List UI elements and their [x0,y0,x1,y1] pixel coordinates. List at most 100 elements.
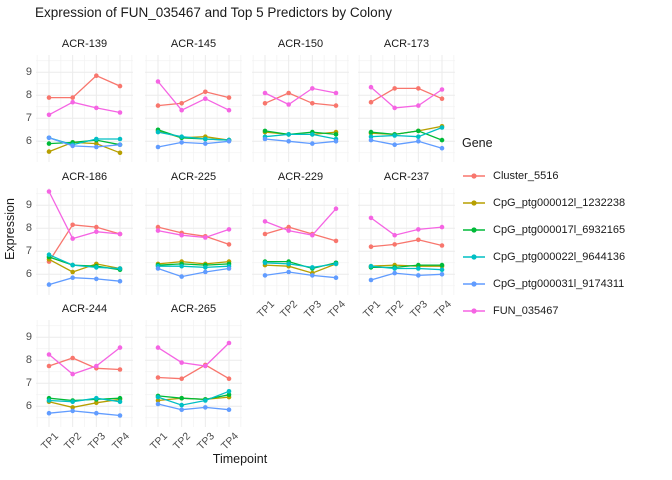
legend-key-icon [463,280,485,287]
y-tick-label: 9 [25,198,32,211]
data-point [155,345,161,350]
data-point [262,128,268,134]
data-point [179,107,184,113]
data-point [155,375,161,380]
data-point [94,363,99,369]
data-point [368,215,374,221]
data-point [179,360,184,365]
facet-strip-label: ACR-173 [383,38,430,50]
legend-key-icon [463,253,485,260]
data-point [94,229,99,234]
x-tick-label: TP4 [218,430,241,453]
data-point [286,90,291,96]
data-point [117,266,123,271]
data-point [439,262,445,268]
x-tick-label: TP2 [384,298,407,321]
facet-strip-label: ACR-186 [61,171,108,183]
legend-key-icon [463,226,485,233]
data-point [203,405,208,410]
data-point [416,103,421,108]
series-line [157,342,230,367]
data-point [439,96,445,101]
data-point [416,134,421,139]
series-line [49,74,121,99]
data-point [203,269,208,275]
y-tick-label: 9 [25,330,32,343]
series-line [370,139,443,149]
data-point [179,274,184,279]
series-line [370,86,443,109]
series-line [157,394,230,401]
series-line [157,267,230,278]
data-point [310,132,315,137]
series-line [157,260,230,265]
legend-entry: CpG_ptg000017l_6932165 [462,216,670,243]
data-point [262,219,268,224]
facet-panel [252,188,349,295]
data-point [262,260,268,266]
x-tick-label: TP1 [360,298,383,321]
series-line [157,263,230,266]
data-point [46,95,52,100]
data-point [226,407,232,412]
data-point [226,139,232,144]
series-line [157,228,230,239]
series-line [157,226,230,246]
data-point [70,355,75,361]
data-point [179,407,184,412]
data-point [439,272,445,277]
data-point [392,266,397,271]
data-point [117,110,123,115]
data-point [439,125,445,130]
data-point [416,262,421,268]
data-point [392,133,397,138]
data-point [439,145,445,151]
data-point [368,129,374,135]
data-point [155,144,161,150]
data-point [179,395,184,401]
x-axis-title: Timepoint [212,452,268,466]
data-point [368,99,374,105]
data-point [117,83,123,89]
facet-panel [358,55,455,162]
data-point [155,401,161,407]
data-point [286,224,291,230]
data-point [70,269,75,275]
data-point [286,269,291,275]
data-point [46,189,52,194]
series-line [48,277,121,286]
legend-title: Gene [462,136,493,150]
data-point [155,266,161,271]
data-point [46,398,52,403]
series-line [264,262,337,269]
y-tick-label: 7 [25,111,32,124]
data-point [46,135,52,141]
series-line [48,224,121,262]
series-line [48,347,121,375]
data-point [117,367,123,372]
x-tick-label: TP3 [302,298,325,321]
series-line [264,208,337,236]
data-point [94,136,99,142]
data-point [155,394,161,400]
data-point [416,266,421,271]
series-line [48,258,121,273]
data-point [310,141,315,146]
series-line [157,364,230,380]
data-point [416,139,421,144]
data-point [203,136,208,142]
data-point [368,244,374,249]
x-tick-label: TP4 [431,298,454,321]
y-tick-label: 8 [25,221,32,234]
data-point [333,132,339,137]
legend-entry-label: FUN_035467 [493,304,559,317]
series-line [264,263,337,274]
series-line [264,226,337,242]
facet-strip-label: ACR-145 [170,38,217,50]
facet-strip-label: ACR-265 [170,303,217,315]
data-point [117,150,123,156]
data-point [392,232,397,238]
data-point [226,242,232,247]
x-tick-label: TP2 [278,298,301,321]
